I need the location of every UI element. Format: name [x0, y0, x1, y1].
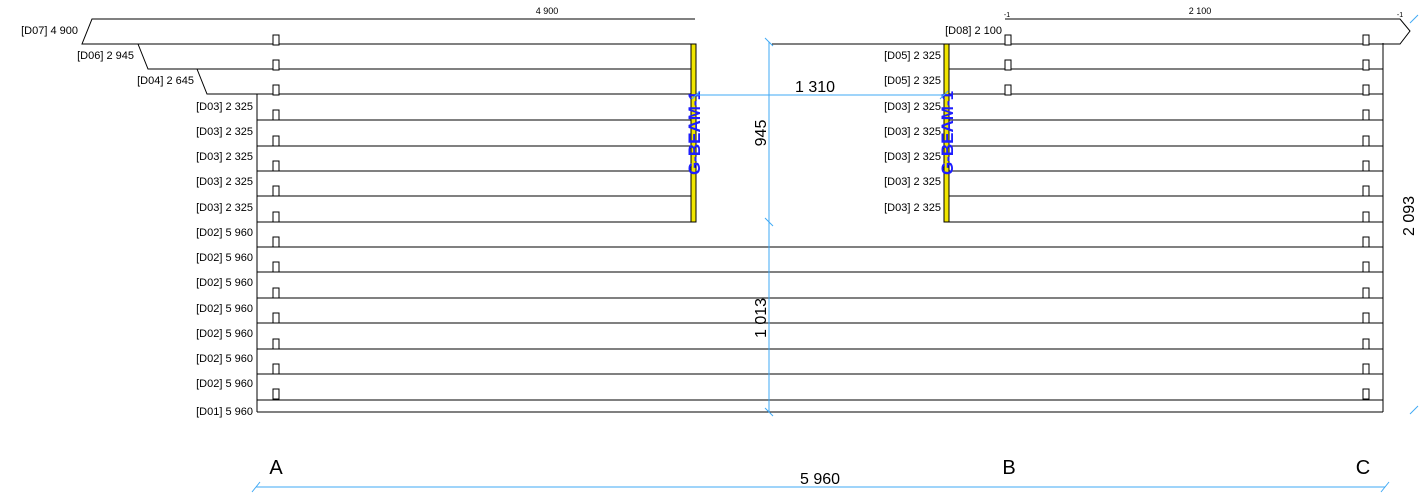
grid-label-c: C: [1356, 457, 1370, 479]
connector-box: [1362, 34, 1370, 46]
log-connectors: [272, 34, 1370, 400]
connector-box: [272, 211, 280, 223]
connector-box: [1004, 34, 1012, 46]
connector-box: [272, 135, 280, 147]
left-log-label: [D02] 5 960: [196, 378, 253, 390]
left-log-label: [D07] 4 900: [21, 25, 78, 37]
left-log-label: [D03] 2 325: [196, 202, 253, 214]
left-log-label: [D02] 5 960: [196, 227, 253, 239]
connector-box: [272, 160, 280, 172]
lower-height-text: 1 013: [753, 298, 770, 338]
connector-box: [1362, 135, 1370, 147]
connector-box: [272, 388, 280, 400]
top-marker-b: -1: [1397, 12, 1403, 19]
log-d07-outline: [81, 18, 695, 45]
connector-box: [272, 261, 280, 273]
beam-left-body: [690, 43, 697, 223]
connector-box: [1362, 59, 1370, 71]
connector-box: [1004, 59, 1012, 71]
connector-box: [1362, 338, 1370, 350]
left-log-label: [D02] 5 960: [196, 328, 253, 340]
connector-box: [272, 236, 280, 248]
wall-height-text: 2 093: [1401, 196, 1418, 236]
left-log-label: [D03] 2 325: [196, 176, 253, 188]
lower-height-tick-bottom: [764, 407, 774, 417]
connector-box: [1362, 160, 1370, 172]
connector-box: [272, 59, 280, 71]
left-log-label: [D03] 2 325: [196, 151, 253, 163]
right-log-label: [D05] 2 325: [884, 50, 941, 62]
connector-box: [1362, 185, 1370, 197]
right-log-labels: [D08] 2 100 [D05] 2 325 [D05] 2 325 [D03] 2…: [884, 25, 1002, 214]
opening-height-text: 945: [753, 120, 770, 147]
left-log-label: [D02] 5 960: [196, 303, 253, 315]
beam-left: G-BEAM-1: [685, 43, 704, 223]
grid-label-b: B: [1002, 457, 1015, 479]
right-log-label: [D03] 2 325: [884, 151, 941, 163]
connector-box: [272, 312, 280, 324]
dimension-lines: [251, 14, 1419, 493]
right-log-label: [D08] 2 100: [945, 25, 1002, 37]
total-width-text: 5 960: [800, 471, 840, 488]
connector-box: [1362, 363, 1370, 375]
wall-height-tick-bottom: [1409, 405, 1419, 415]
connector-box: [1362, 261, 1370, 273]
top-right-length: 2 100: [1189, 6, 1212, 16]
connector-box: [272, 363, 280, 375]
grid-label-a: A: [269, 457, 283, 479]
connector-box: [1362, 287, 1370, 299]
right-log-label: [D03] 2 325: [884, 202, 941, 214]
top-marker-a: -1: [1004, 12, 1010, 19]
right-log-label: [D03] 2 325: [884, 176, 941, 188]
left-log-label: [D03] 2 325: [196, 126, 253, 138]
connector-box: [1004, 84, 1012, 96]
connector-box: [1362, 109, 1370, 121]
connector-box: [272, 338, 280, 350]
right-log-label: [D03] 2 325: [884, 126, 941, 138]
wall-height-tick-top: [1409, 14, 1419, 24]
right-log-label: [D03] 2 325: [884, 101, 941, 113]
beam-right: G-BEAM-1: [938, 43, 957, 223]
top-left-length: 4 900: [536, 6, 559, 16]
log-course-lines: [257, 119, 1383, 413]
opening-width-text: 1 310: [795, 79, 835, 96]
beam-left-label: G-BEAM-1: [685, 91, 704, 175]
log-outlines: [81, 18, 1411, 412]
connector-box: [272, 287, 280, 299]
connector-box: [1362, 84, 1370, 96]
left-log-label: [D02] 5 960: [196, 252, 253, 264]
total-width-tick-right: [1380, 481, 1390, 493]
connector-box: [1362, 236, 1370, 248]
opening-height-tick-top: [764, 37, 774, 47]
right-log-label: [D05] 2 325: [884, 75, 941, 87]
left-log-label: [D01] 5 960: [196, 406, 253, 418]
total-width-tick-left: [251, 481, 261, 493]
beam-right-label: G-BEAM-1: [938, 91, 957, 175]
log-d06-outline: [137, 43, 695, 70]
connector-box: [272, 34, 280, 46]
left-log-label: [D02] 5 960: [196, 353, 253, 365]
connector-box: [272, 109, 280, 121]
left-log-label: [D03] 2 325: [196, 101, 253, 113]
beam-right-body: [943, 43, 950, 223]
left-log-label: [D06] 2 945: [77, 50, 134, 62]
connector-box: [272, 185, 280, 197]
log-d04-outline: [196, 68, 695, 95]
opening-width-tick-left: [691, 90, 701, 100]
left-log-label: [D02] 5 960: [196, 277, 253, 289]
connector-box: [1362, 211, 1370, 223]
log-d08-outline: [1005, 18, 1411, 45]
opening-width-tick-right: [939, 90, 949, 100]
left-log-label: [D04] 2 645: [137, 75, 194, 87]
connector-box: [272, 84, 280, 96]
left-log-labels: [D07] 4 900 [D06] 2 945 [D04] 2 645 [D03] 2…: [21, 25, 253, 418]
connector-box: [1362, 388, 1370, 400]
connector-box: [1362, 312, 1370, 324]
